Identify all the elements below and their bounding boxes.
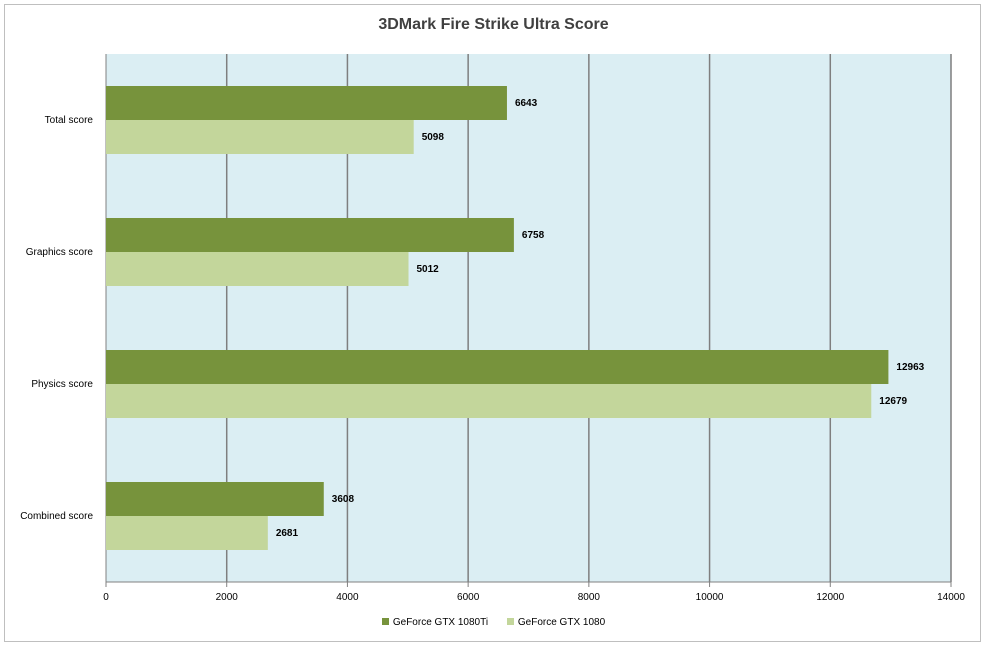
data-label: 6758 xyxy=(522,230,545,241)
bar xyxy=(106,120,414,154)
bar xyxy=(106,516,268,550)
x-tick-label: 8000 xyxy=(578,592,601,603)
legend-item-gtx-1080: GeForce GTX 1080 xyxy=(506,617,606,628)
legend-label-gtx-1080: GeForce GTX 1080 xyxy=(517,617,606,628)
legend-swatch-gtx-1080 xyxy=(506,618,514,625)
x-tick-label: 0 xyxy=(103,592,109,603)
y-category-label: Graphics score xyxy=(26,247,94,258)
legend-label-gtx-1080ti: GeForce GTX 1080Ti xyxy=(392,617,489,628)
bar xyxy=(106,350,889,384)
legend: GeForce GTX 1080Ti GeForce GTX 1080 xyxy=(0,617,987,628)
x-tick-label: 12000 xyxy=(816,592,844,603)
legend-item-gtx-1080ti: GeForce GTX 1080Ti xyxy=(381,617,489,628)
data-label: 2681 xyxy=(276,528,299,539)
data-label: 12679 xyxy=(879,396,907,407)
legend-swatch-gtx-1080ti xyxy=(381,618,389,625)
data-label: 6643 xyxy=(515,98,538,109)
bar xyxy=(106,482,324,516)
chart-title: 3DMark Fire Strike Ultra Score xyxy=(378,16,609,33)
bar xyxy=(106,384,872,418)
x-tick-label: 6000 xyxy=(457,592,480,603)
x-tick-label: 14000 xyxy=(937,592,965,603)
data-label: 12963 xyxy=(896,362,924,373)
bar xyxy=(106,218,514,252)
bar xyxy=(106,86,507,120)
y-category-label: Total score xyxy=(45,115,94,126)
data-label: 3608 xyxy=(332,494,355,505)
y-category-label: Combined score xyxy=(20,511,93,522)
x-tick-label: 10000 xyxy=(696,592,724,603)
x-tick-label: 4000 xyxy=(336,592,359,603)
bar xyxy=(106,252,409,286)
y-category-label: Physics score xyxy=(31,379,93,390)
data-label: 5098 xyxy=(422,132,445,143)
data-label: 5012 xyxy=(417,264,440,275)
x-tick-label: 2000 xyxy=(216,592,239,603)
